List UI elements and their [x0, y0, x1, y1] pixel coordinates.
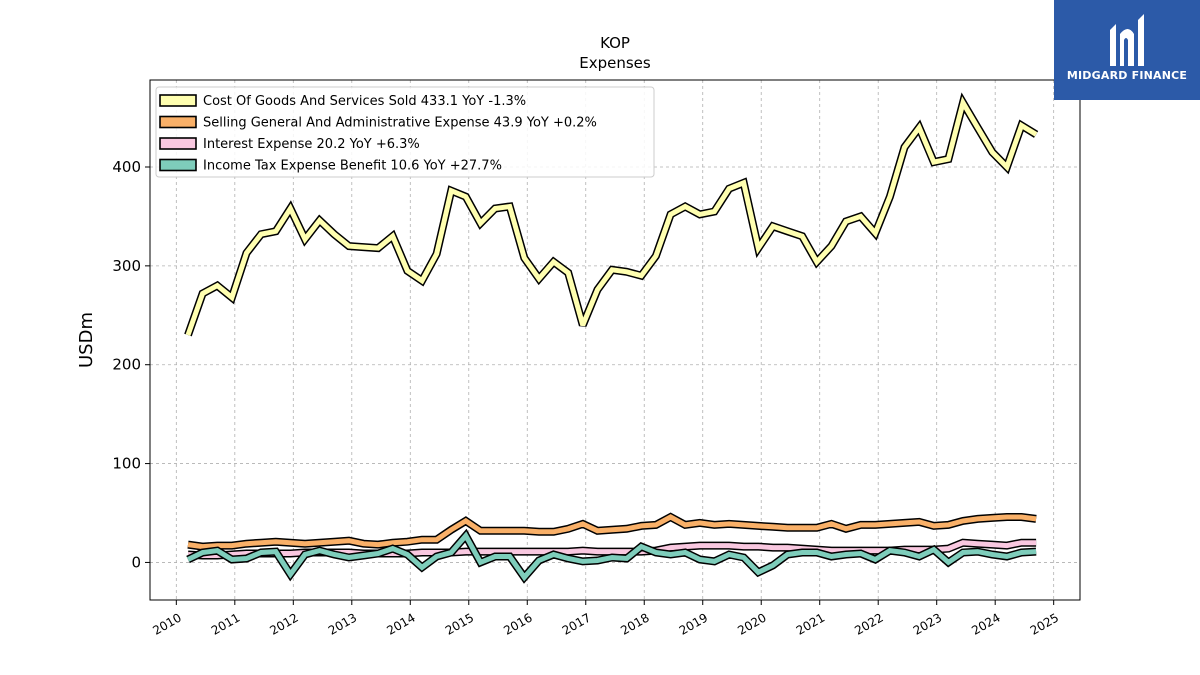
legend-entry-label: Selling General And Administrative Expen… [203, 116, 597, 131]
y-tick-label: 400 [112, 158, 141, 176]
x-tick-label: 2019 [677, 610, 710, 637]
x-tick-label: 2024 [969, 610, 1002, 637]
axis-ticks: 2010 2011 2012 2013 2014 2015 2016 2017 2018 2019… [112, 158, 1061, 638]
x-tick-label: 2011 [209, 610, 242, 637]
x-tick-label: 2010 [150, 610, 183, 637]
x-tick-label: 2022 [852, 610, 885, 637]
series-line-income-tax-expense-benefit [186, 531, 1037, 582]
y-tick-label: 200 [112, 356, 141, 374]
series-line-cost-of-goods-and-services-sold [185, 96, 1038, 336]
brand-logo: MIDGARD FINANCE [1054, 0, 1200, 100]
legend-swatch [159, 115, 197, 129]
x-tick-label: 2018 [618, 610, 651, 637]
legend-entry-label: Interest Expense 20.2 YoY +6.3% [203, 137, 420, 152]
chart-subtitle: Expenses [579, 54, 651, 72]
x-tick-label: 2013 [326, 610, 359, 637]
x-tick-label: 2023 [911, 610, 944, 637]
legend-swatch [159, 94, 197, 107]
x-tick-label: 2021 [794, 610, 827, 637]
x-tick-label: 2020 [735, 610, 768, 637]
y-tick-label: 300 [112, 257, 141, 275]
legend-entry-label: Income Tax Expense Benefit 10.6 YoY +27.… [203, 159, 502, 174]
x-tick-label: 2015 [443, 610, 476, 637]
x-tick-label: 2014 [384, 610, 417, 637]
legend: Cost Of Goods And Services Sold 433.1 Yo… [155, 86, 655, 178]
legend-entry-label: Cost Of Goods And Services Sold 433.1 Yo… [203, 94, 526, 109]
legend-box [155, 86, 655, 178]
legend-swatch [159, 158, 197, 172]
plot-area-frame [149, 79, 1081, 601]
y-tick-label: 100 [112, 455, 141, 473]
chart-title: KOP [600, 34, 630, 52]
midgard-logo-icon [1110, 14, 1144, 66]
x-tick-label: 2012 [267, 610, 300, 637]
brand-logo-text: MIDGARD FINANCE [1066, 69, 1188, 82]
x-tick-label: 2017 [560, 610, 593, 637]
x-tick-label: 2025 [1028, 610, 1061, 637]
series-lines [184, 92, 1039, 584]
x-tick-label: 2016 [501, 610, 534, 637]
legend-swatch [159, 137, 197, 150]
y-axis-label: USDm [76, 312, 97, 368]
series-line-selling-general-and-administrative-expense [187, 514, 1037, 550]
y-tick-label: 0 [131, 553, 141, 571]
